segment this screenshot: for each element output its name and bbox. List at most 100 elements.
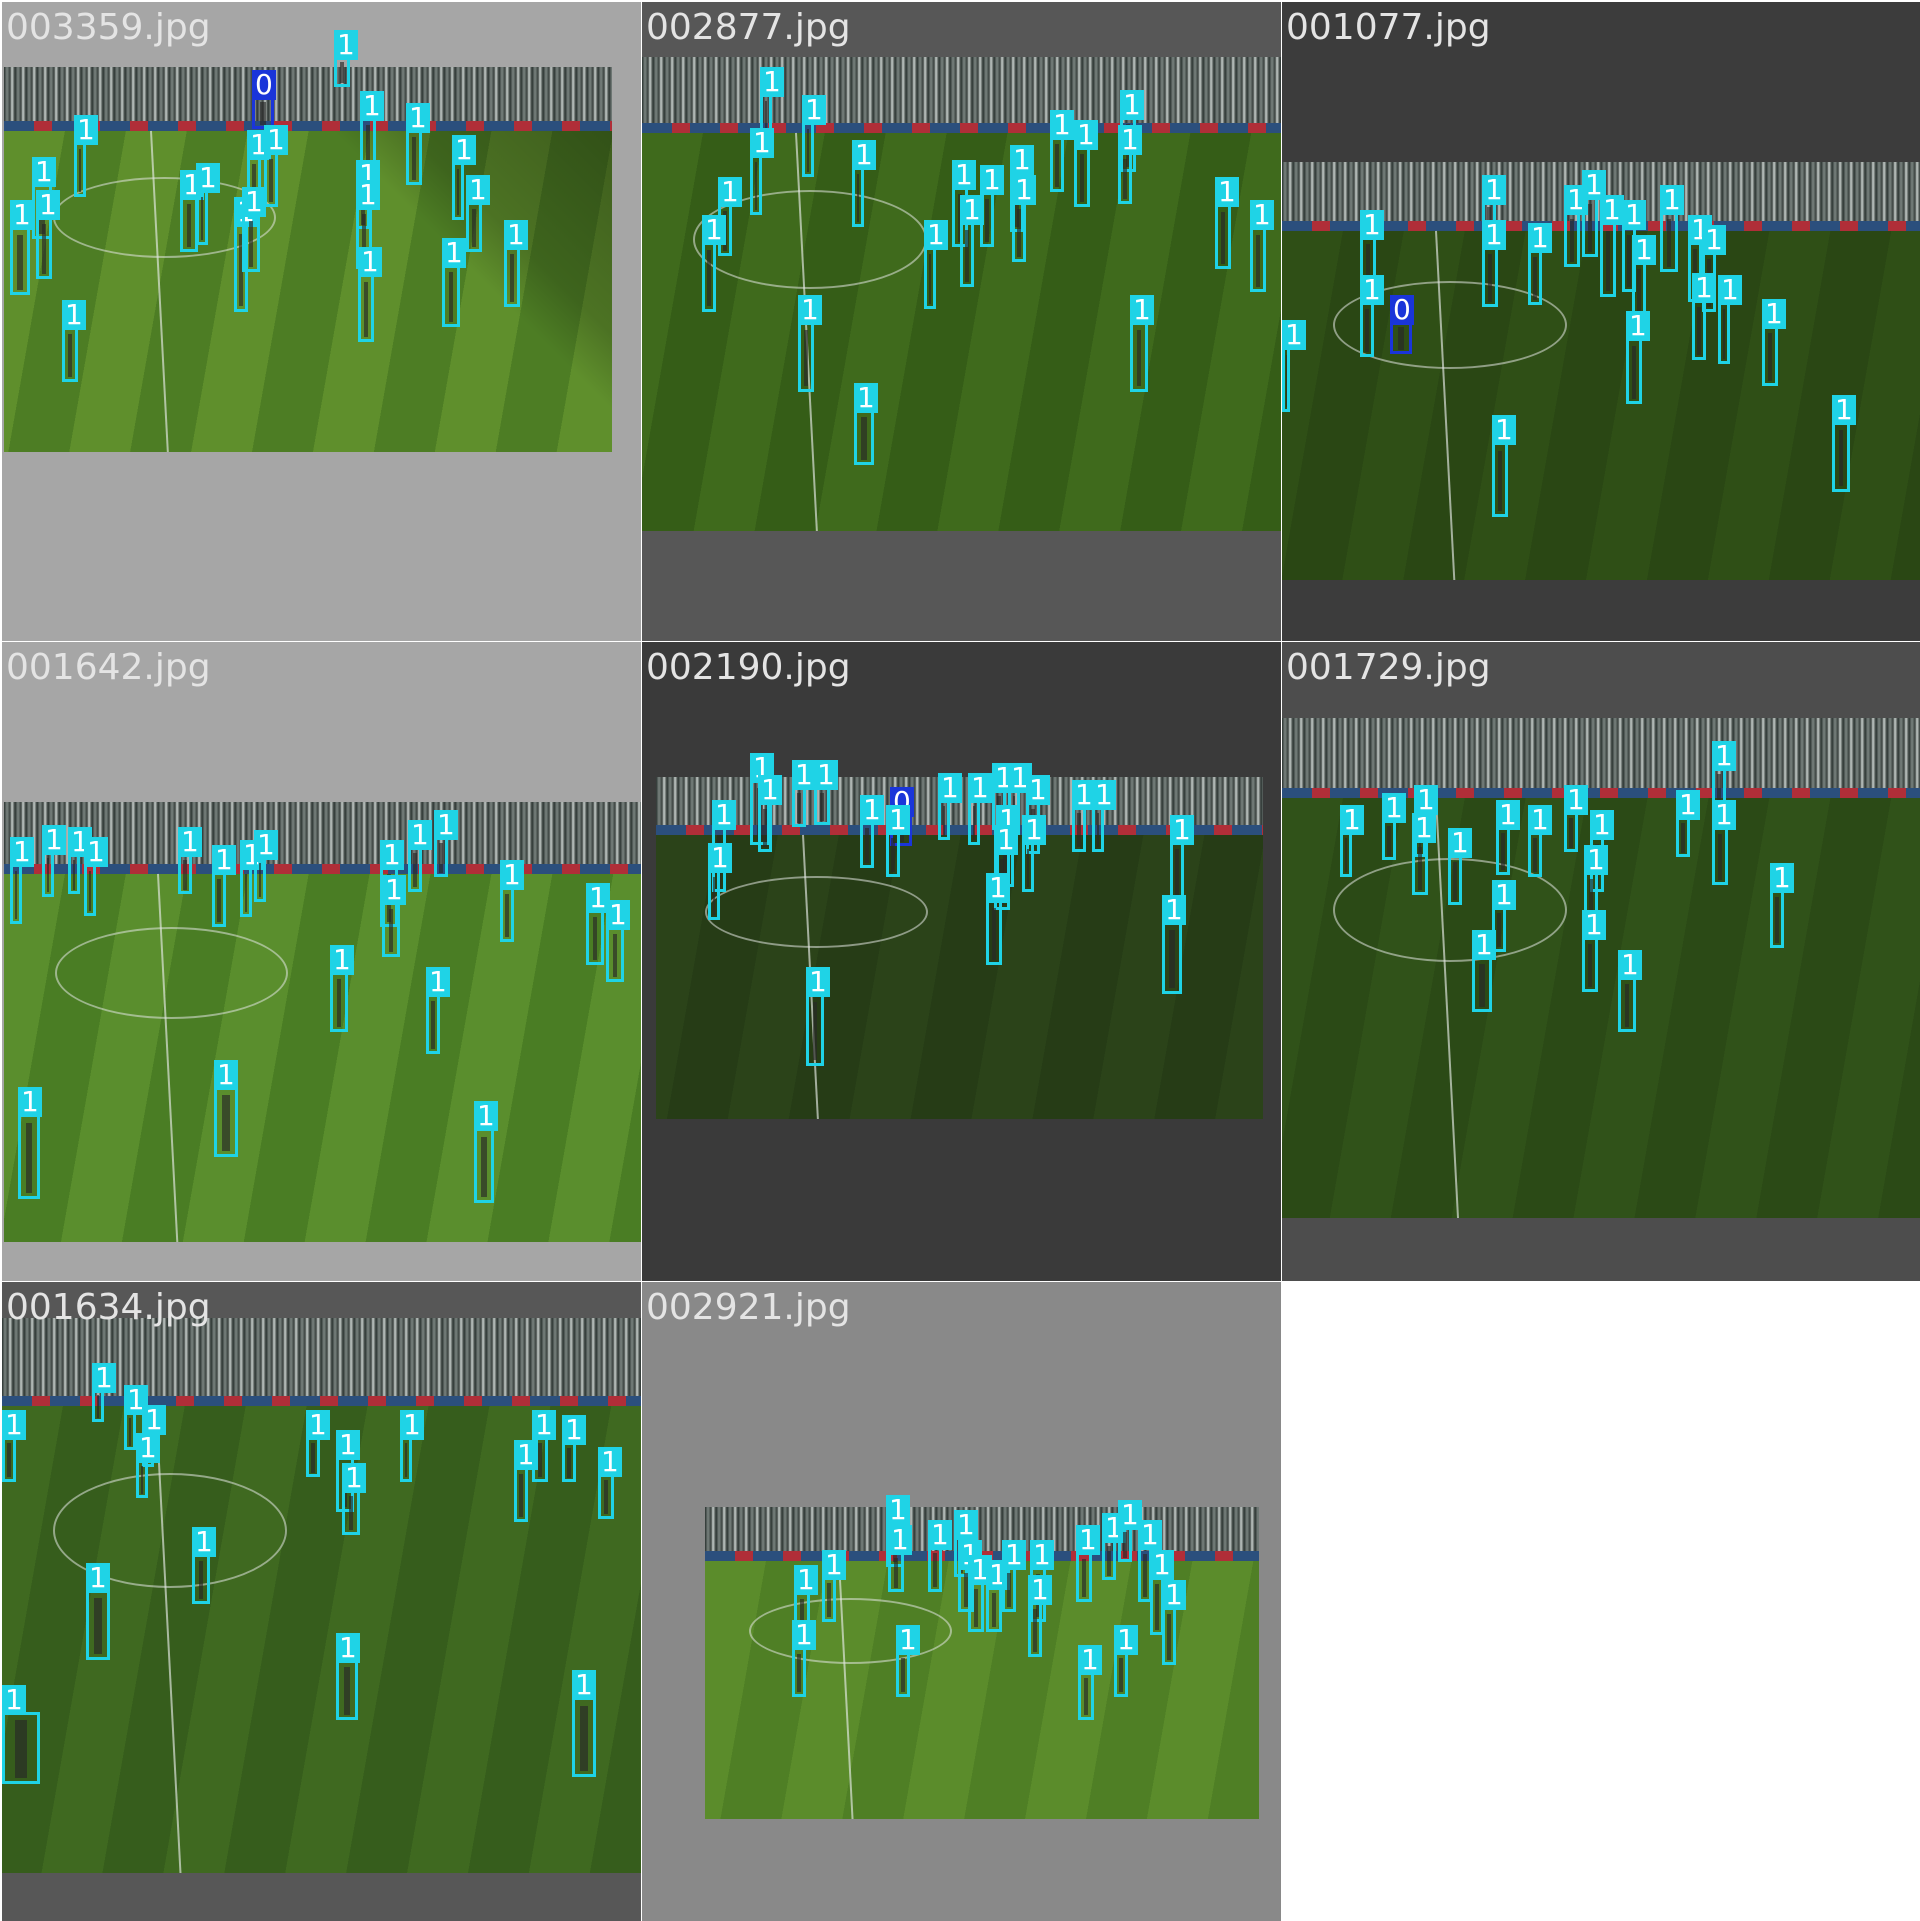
player-figure [1717, 774, 1721, 809]
player-figure [336, 979, 342, 1027]
player-figure [1033, 1608, 1037, 1653]
class-label: 1 [466, 175, 490, 205]
class-label: 1 [1026, 775, 1050, 805]
player-figure [1096, 813, 1100, 848]
advertising-boards [2, 1396, 641, 1406]
detection-box: 1 [586, 883, 610, 965]
class-label: 1 [1360, 275, 1384, 305]
player-figure [1221, 211, 1225, 264]
player-figure [861, 416, 867, 461]
class-label: 1 [792, 1620, 816, 1650]
class-label: 1 [142, 1405, 166, 1435]
class-label: 1 [1022, 815, 1046, 845]
player-figure [1718, 834, 1722, 880]
player-figure [612, 933, 618, 978]
class-label: 1 [192, 1527, 216, 1557]
player-figure [538, 1443, 542, 1478]
class-label: 1 [434, 810, 458, 840]
player-figure [1055, 143, 1059, 188]
detection-box: 1 [1528, 805, 1552, 877]
detection-box: 1 [264, 125, 288, 207]
class-label: 1 [1676, 790, 1700, 820]
player-figure [1007, 1573, 1011, 1608]
detection-box: 1 [888, 1525, 912, 1592]
detection-box: 1 [442, 238, 466, 327]
detection-box: 1 [1618, 950, 1642, 1032]
player-figure [806, 128, 810, 173]
class-label: 1 [980, 165, 1004, 195]
class-label: 1 [18, 1087, 42, 1117]
class-label: 1 [306, 1410, 330, 1440]
class-label: 1 [802, 95, 826, 125]
advertising-boards [4, 121, 612, 131]
class-label: 1 [1590, 810, 1614, 840]
detection-box: 1 [814, 760, 838, 825]
detection-box: 1 [334, 30, 358, 87]
center-circle [55, 927, 288, 1019]
player-figure [183, 859, 187, 890]
video-frame [1282, 718, 1920, 1218]
player-figure [901, 1658, 905, 1693]
video-frame [656, 777, 1263, 1119]
stadium-stands [642, 57, 1281, 123]
player-figure [1256, 234, 1260, 287]
detection-box: 1 [1770, 863, 1794, 948]
player-figure [1497, 913, 1501, 948]
class-label: 1 [360, 91, 384, 121]
class-label: 1 [1170, 815, 1194, 845]
detection-box: 1 [68, 827, 92, 894]
player-figure [992, 1593, 996, 1628]
player-figure [804, 330, 808, 387]
class-label: 1 [1050, 110, 1074, 140]
player-figure [472, 208, 476, 248]
class-label: 1 [1030, 1540, 1054, 1570]
detection-box: 1 [1676, 790, 1700, 857]
class-label: 1 [1492, 880, 1516, 910]
class-label: 1 [758, 775, 782, 805]
class-label: 1 [426, 967, 450, 997]
class-label: 1 [84, 837, 108, 867]
detection-box: 1 [1482, 175, 1506, 237]
class-label: 1 [342, 1463, 366, 1493]
player-figure [754, 162, 758, 210]
filename-label: 001634.jpg [6, 1287, 211, 1328]
player-figure [505, 893, 509, 938]
image-tile: 003359.jpg1011111111111111111111 [2, 2, 641, 641]
class-label: 1 [702, 215, 726, 245]
class-label: 1 [1072, 780, 1096, 810]
player-figure [1077, 813, 1081, 848]
detection-box: 1 [254, 830, 278, 902]
stadium-stands [705, 1507, 1259, 1551]
class-label: 1 [1582, 910, 1606, 940]
class-label: 1 [1138, 1520, 1162, 1550]
class-label: 1 [1618, 950, 1642, 980]
detection-box: 1 [36, 190, 60, 279]
class-label: 1 [1382, 793, 1406, 823]
detection-box: 1 [92, 1363, 116, 1422]
player-figure [1627, 234, 1631, 287]
player-figure [1637, 268, 1641, 313]
detection-box: 1 [968, 1555, 992, 1632]
player-figure [362, 214, 366, 264]
player-figure [25, 1123, 33, 1193]
class-label: 1 [952, 160, 976, 190]
player-figure [1365, 308, 1369, 353]
class-label: 1 [792, 760, 816, 790]
detection-box: 1 [1492, 415, 1516, 517]
detection-box: 1 [928, 1520, 952, 1592]
player-figure [244, 873, 248, 913]
class-label: 1 [1600, 195, 1624, 225]
class-label: 1 [1074, 120, 1098, 150]
class-label: 1 [760, 67, 784, 97]
player-figure [1632, 345, 1636, 399]
detection-box: 0 [1390, 295, 1414, 354]
player-figure [856, 174, 860, 222]
detection-box: 1 [806, 967, 830, 1066]
center-circle [749, 1598, 952, 1664]
player-figure [800, 1598, 804, 1638]
player-figure [1397, 327, 1405, 350]
class-label: 0 [252, 70, 276, 100]
detection-box: 1 [400, 1410, 424, 1482]
player-figure [1681, 822, 1685, 853]
class-label: 1 [1414, 785, 1438, 815]
